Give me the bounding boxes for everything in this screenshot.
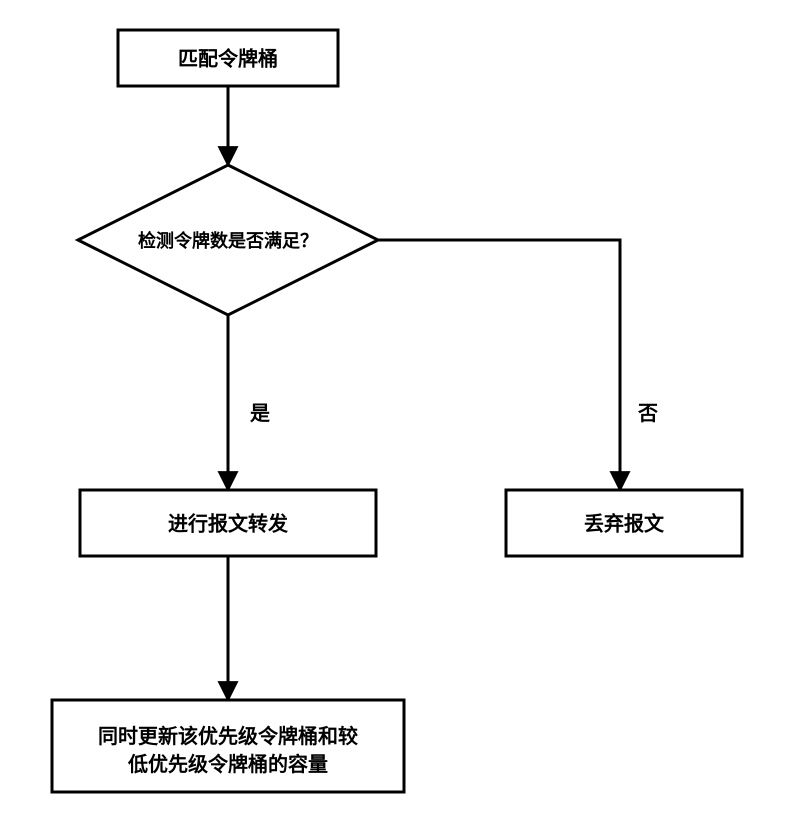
- flowchart-canvas: 是 否 匹配令牌桶检测令牌数是否满足？ 进行报文转发 丢弃报文同时更新该优先级令牌桶和较…: [0, 0, 800, 832]
- node-start-label: 匹配令牌桶: [178, 46, 278, 70]
- node-update-label: 同时更新该优先级令牌桶和较: [98, 724, 358, 748]
- node-discard: 丢弃报文: [506, 490, 742, 556]
- edge-label-否: 否: [637, 403, 658, 425]
- node-update: 同时更新该优先级令牌桶和较低优先级令牌桶的容量: [52, 700, 404, 792]
- node-discard-label: 丢弃报文: [584, 511, 665, 535]
- node-decision: 检测令牌数是否满足？: [78, 165, 378, 315]
- node-start: 匹配令牌桶: [118, 30, 338, 86]
- edge-decision-discard: [378, 240, 620, 490]
- node-decision-label: 检测令牌数是否满足？: [138, 230, 318, 251]
- node-forward: 进行报文转发: [80, 490, 376, 556]
- node-update-label: 低优先级令牌桶的容量: [127, 752, 328, 776]
- node-forward-label: 进行报文转发: [168, 511, 289, 535]
- edge-label-是: 是: [249, 402, 270, 425]
